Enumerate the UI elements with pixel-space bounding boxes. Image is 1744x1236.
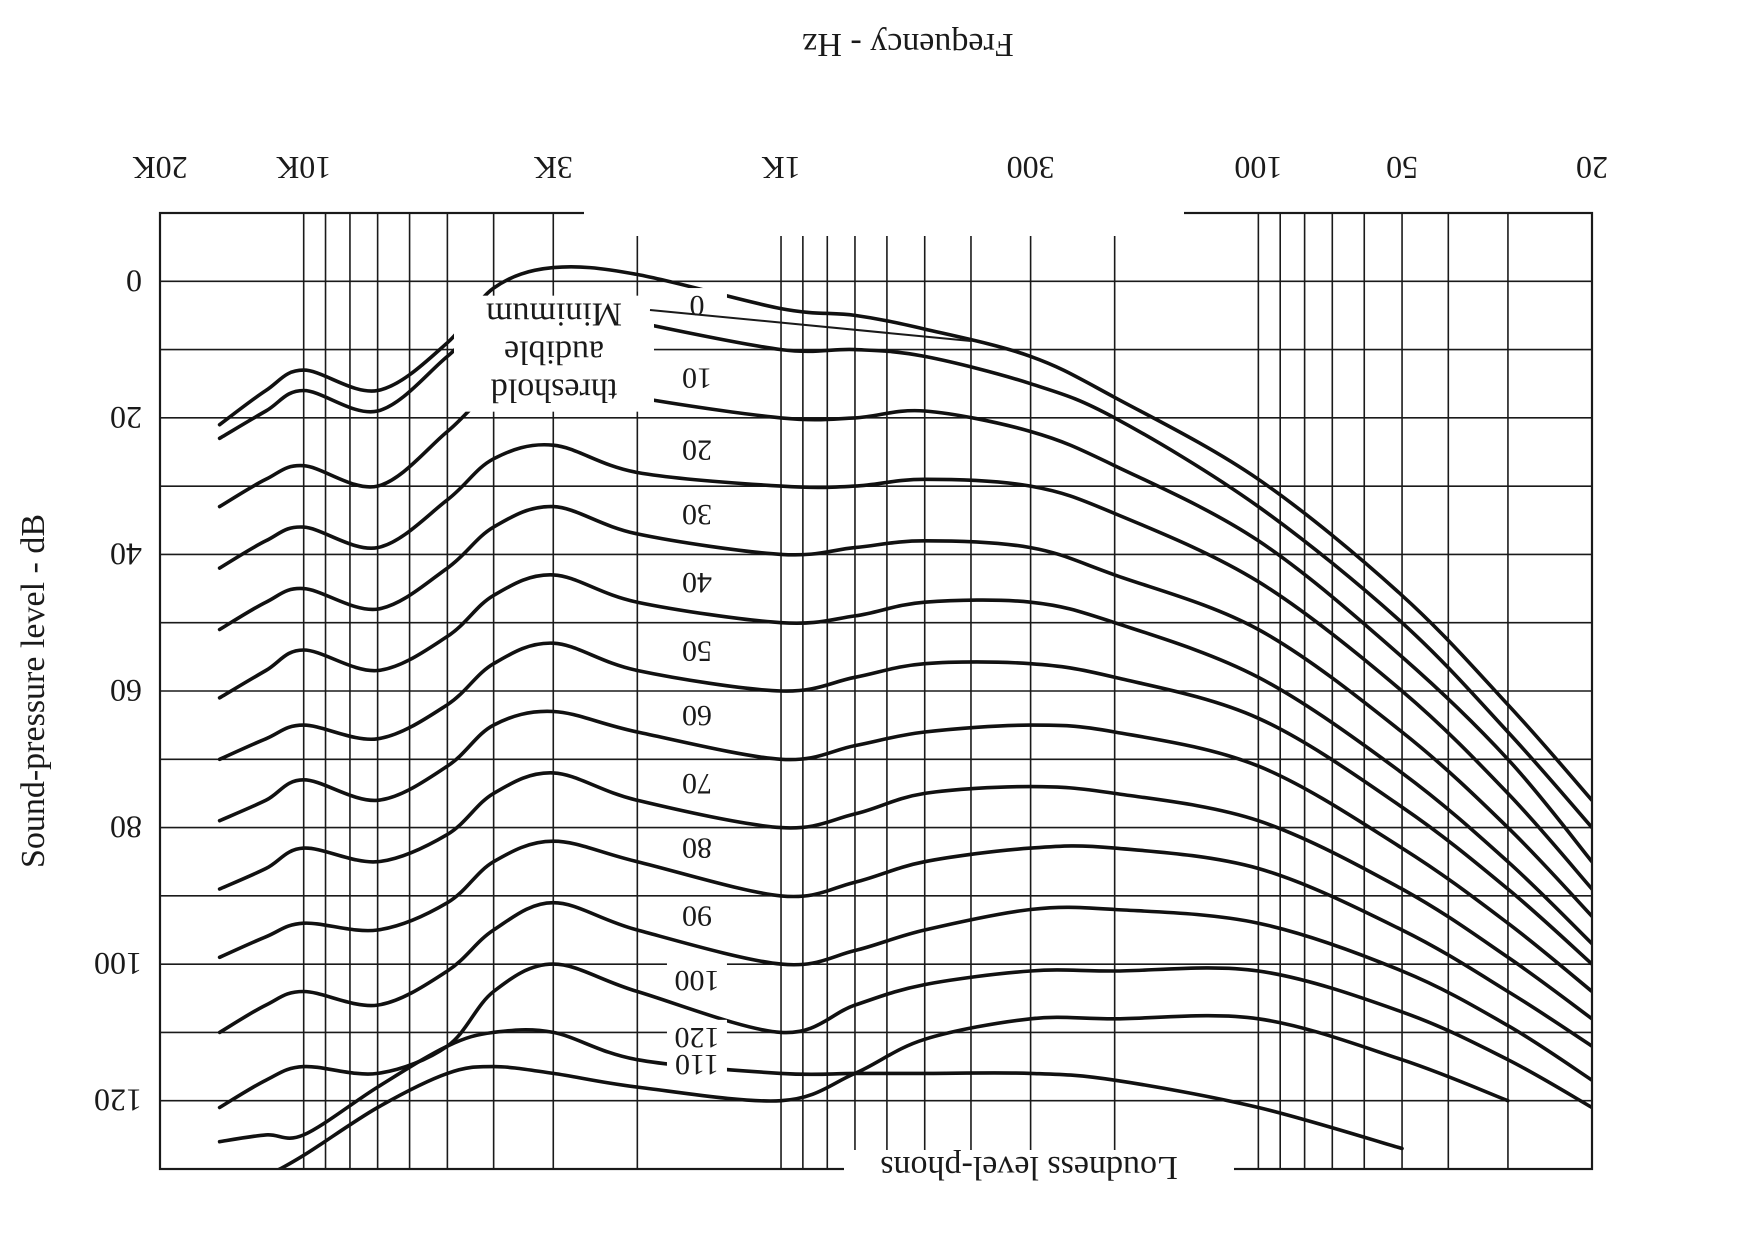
curve-label: 10: [682, 361, 712, 394]
loudness-curve: [217, 299, 1592, 830]
curve-label: 100: [674, 964, 719, 997]
loudness-curve: [217, 962, 1592, 1110]
curve-label-background: [666, 962, 727, 993]
y-tick-label: 60: [110, 673, 142, 709]
x-tick-label: 10K: [276, 150, 331, 186]
x-tick-label: 1K: [761, 150, 800, 186]
curve-label: 50: [682, 634, 712, 667]
y-tick-labels: 0 20 40 60 80 100 120: [94, 263, 142, 1118]
curve-label-background: [666, 496, 727, 527]
curve-label: 120: [674, 1021, 719, 1054]
curve-label-background: [666, 830, 727, 861]
curve-label-background: [666, 360, 727, 391]
loudness-curve: [217, 900, 1592, 1082]
curve-label-background: [666, 1047, 727, 1078]
loudness-curve: [217, 374, 1592, 864]
y-tick-label: 100: [94, 946, 142, 982]
curve-label: 30: [682, 498, 712, 531]
loudness-curves: [217, 265, 1592, 1169]
annotation-line: audible: [504, 334, 604, 371]
loudness-curve: [217, 442, 1592, 891]
bottom-label-background: [844, 1150, 1234, 1184]
x-axis-title: Frequency - Hz: [802, 26, 1013, 63]
x-tick-labels: 20 50 100 300 1K 3K 10K 20K: [132, 150, 1608, 186]
curve-label: 60: [682, 699, 712, 732]
curve-label: 40: [682, 566, 712, 599]
x-tick-label: 20K: [132, 150, 187, 186]
loudness-curve: [217, 771, 1592, 1021]
curve-label: 80: [682, 831, 712, 864]
annotation-leader: [649, 308, 972, 343]
bottom-label: Loudness level-phons: [880, 1149, 1177, 1186]
y-axis-title-group: Sound-pressure level - dB: [15, 514, 52, 868]
annotation-background: [454, 295, 654, 412]
loudness-curve: [217, 504, 1592, 919]
annotation-line: threshold: [491, 372, 618, 409]
x-tick-label: 300: [1007, 150, 1055, 186]
annotation-line: Minimum: [486, 296, 622, 333]
y-tick-label: 20: [110, 400, 142, 436]
horizontal-gridlines: [160, 212, 1592, 1170]
loudness-curve: [275, 1013, 1510, 1169]
curve-label: 70: [682, 767, 712, 800]
loudness-curve: [217, 573, 1592, 946]
x-tick-label: 20: [1576, 150, 1608, 186]
loudness-curve: [217, 709, 1592, 994]
curve-label-background: [666, 766, 727, 797]
y-tick-label: 0: [126, 263, 142, 299]
x-tick-label: 50: [1386, 150, 1418, 186]
loudness-curve: [217, 641, 1592, 966]
y-tick-label: 40: [110, 536, 142, 572]
x-tick-label: 100: [1234, 150, 1282, 186]
curve-label: 90: [682, 900, 712, 933]
loudness-curve: [217, 839, 1592, 1048]
curve-label-background: [666, 565, 727, 596]
y-tick-label: 80: [110, 810, 142, 846]
curve-label-background: [666, 432, 727, 463]
curve-label-backgrounds: [666, 288, 727, 1078]
loudness-curve: [217, 265, 1592, 803]
curve-label: 0: [689, 289, 704, 322]
curve-label-background: [666, 898, 727, 929]
curve-label: 110: [675, 1048, 719, 1081]
loudness-curve: [217, 1028, 1404, 1151]
curve-label: 20: [682, 434, 712, 467]
curve-label-background: [666, 633, 727, 664]
curve-label-background: [666, 697, 727, 728]
curve-label-background: [666, 1019, 727, 1050]
y-tick-label: 120: [94, 1083, 142, 1119]
y-axis-title: Sound-pressure level - dB: [15, 514, 52, 868]
x-tick-label: 3K: [534, 150, 573, 186]
x-axis-title-background: [584, 190, 1184, 236]
